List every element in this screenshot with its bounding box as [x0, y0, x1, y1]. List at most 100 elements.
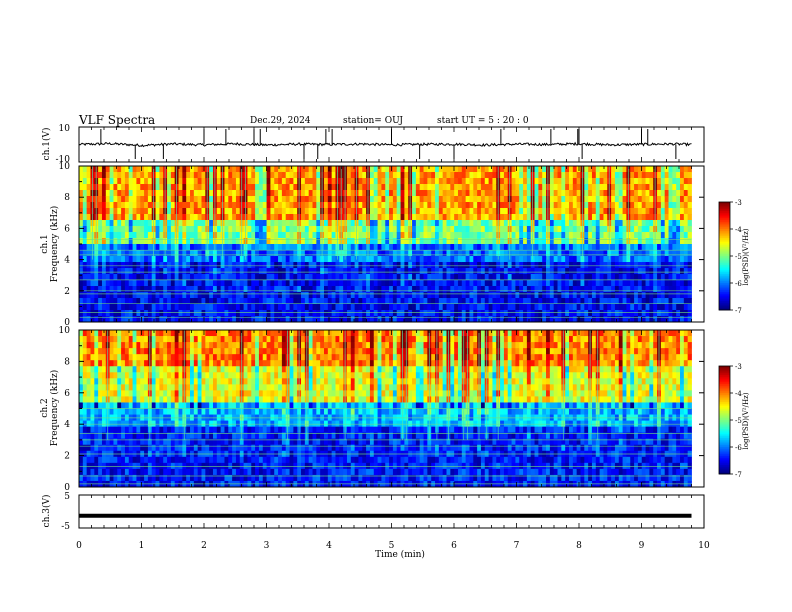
spectrogram-cell: [86, 316, 91, 323]
spectrogram-cell: [538, 244, 543, 251]
spectrogram-cell: [369, 220, 375, 227]
spectrogram-cell: [308, 262, 313, 269]
spectrogram-cell: [209, 172, 214, 179]
spectrogram-cell: [167, 268, 172, 275]
spectrogram-cell: [450, 226, 455, 233]
spectrogram-cell: [79, 202, 84, 209]
spectrogram-cell: [680, 262, 685, 269]
spectrogram-cell: [595, 190, 601, 197]
spectrogram-cell: [140, 250, 145, 257]
spectrogram-cell: [212, 262, 218, 269]
spectrogram-cell: [94, 420, 99, 428]
spectrogram-cell: [167, 178, 172, 185]
spectrogram-cell: [561, 220, 566, 227]
spectrogram-cell: [113, 286, 118, 293]
spectrogram-cell: [392, 286, 398, 293]
spectrogram-cell: [258, 214, 264, 221]
spectrogram-cell: [584, 244, 589, 251]
spectrogram-cell: [155, 172, 160, 179]
spectrogram-cell: [82, 348, 88, 355]
spectrogram-cell: [278, 184, 283, 191]
spectrogram-cell: [82, 250, 88, 257]
spectrogram-cell: [634, 274, 639, 281]
spectrogram-cell: [232, 262, 237, 269]
spectrogram-cell: [389, 292, 394, 299]
spectrogram-cell: [132, 384, 137, 391]
spectrogram-cell: [687, 190, 692, 197]
spectrogram-cell: [232, 268, 237, 275]
spectrogram-cell: [538, 220, 543, 227]
spectrogram-cell: [595, 286, 601, 293]
spectrogram-cell: [147, 196, 153, 203]
spectrogram-cell: [465, 208, 470, 215]
spectrogram-cell: [442, 202, 447, 209]
spectrogram-cell: [354, 280, 359, 287]
spec-ytick-label: 8: [64, 193, 70, 203]
spectrogram-cell: [603, 250, 608, 257]
spectrogram-cell: [492, 244, 497, 251]
spectrogram-cell: [82, 426, 88, 434]
spectrogram-cell: [480, 262, 486, 269]
spectrogram-cell: [86, 360, 91, 367]
spectrogram-cell: [113, 292, 118, 299]
spectrogram-cell: [109, 178, 114, 185]
spectrogram-cell: [396, 196, 401, 203]
spectrogram-cell: [576, 178, 581, 185]
spectrogram-cell: [603, 196, 608, 203]
spectrogram-cell: [435, 250, 440, 257]
spectrogram-cell: [588, 190, 593, 197]
spectrogram-cell: [492, 238, 497, 245]
spectrogram-cell: [297, 268, 302, 275]
spectrogram-cell: [343, 268, 348, 275]
spectrogram-cell: [350, 250, 356, 257]
spectrogram-cell: [557, 238, 562, 245]
spectrogram-cell: [113, 214, 118, 221]
spectrogram-cell: [634, 232, 639, 239]
spectrogram-cell: [98, 190, 103, 197]
spectrogram-cell: [308, 208, 313, 215]
spectrogram-cell: [140, 438, 145, 446]
spectrogram-cell: [385, 274, 390, 281]
spectrogram-cell: [618, 202, 623, 209]
spectrogram-cell: [316, 310, 321, 317]
spectrogram-cell: [637, 262, 643, 269]
spectrogram-cell: [121, 310, 126, 317]
spectrogram-cell: [557, 292, 562, 299]
spectrogram-cell: [392, 280, 398, 287]
spectrogram-cell: [519, 256, 524, 263]
spectrogram-cell: [377, 214, 382, 221]
spectrogram-cell: [232, 220, 237, 227]
spectrogram-cell: [618, 226, 623, 233]
spectrogram-cell: [289, 202, 294, 209]
spectrogram-cell: [212, 292, 218, 299]
spectrogram-cell: [412, 196, 417, 203]
spectrogram-cell: [331, 304, 336, 311]
spectrogram-cell: [216, 202, 222, 209]
spectrogram-cell: [105, 438, 111, 446]
spectrogram-cell: [159, 456, 164, 464]
spectrogram-cell: [232, 184, 237, 191]
spectrogram-cell: [147, 184, 153, 191]
spectrogram-cell: [308, 298, 313, 305]
spectrogram-cell: [500, 244, 505, 251]
spectrogram-cell: [565, 310, 570, 317]
spectrogram-cell: [209, 298, 214, 305]
spectrogram-cell: [477, 262, 482, 269]
spectrogram-cell: [258, 244, 264, 251]
spectrogram-cell: [569, 280, 574, 287]
spectrogram-cell: [163, 420, 168, 428]
spectrogram-cell: [270, 196, 275, 203]
spectrogram-cell: [442, 292, 447, 299]
spectrogram-cell: [622, 226, 627, 233]
spectrogram-cell: [607, 298, 612, 305]
spectrogram-cell: [473, 214, 478, 221]
spectrogram-cell: [634, 262, 639, 269]
spectrogram-cell: [614, 268, 620, 275]
spectrogram-cell: [308, 166, 313, 173]
spectrogram-cell: [140, 220, 145, 227]
spectrogram-cell: [113, 474, 118, 482]
spectrogram-cell: [419, 286, 424, 293]
spectrogram-cell: [500, 286, 505, 293]
spectrogram-cell: [404, 238, 409, 245]
spectrogram-cell: [301, 166, 306, 173]
